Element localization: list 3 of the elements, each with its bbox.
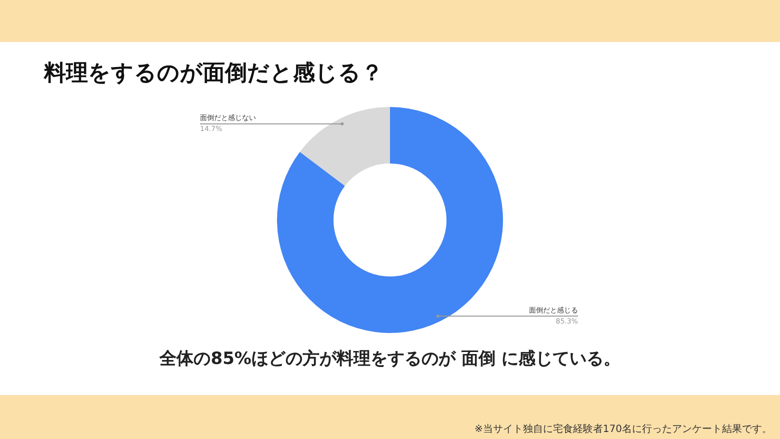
text: 全体の85%ほどの方が料理をするのが 面倒 に感じている。 — [158, 348, 622, 370]
chart-title: 料理をするのが面倒だと感じる？ — [44, 60, 383, 88]
text: ※当サイト独自に宅食経験者170名に行ったアンケート結果です。 — [474, 422, 772, 436]
